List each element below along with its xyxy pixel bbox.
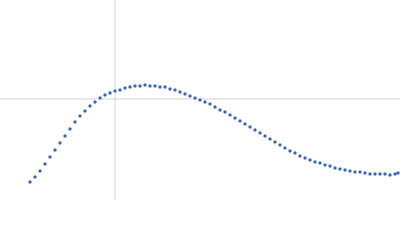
point [333, 166, 337, 170]
point [128, 85, 132, 89]
point [253, 128, 257, 132]
point [188, 94, 192, 98]
point [278, 143, 282, 147]
point [233, 116, 237, 120]
point [53, 148, 57, 152]
point [363, 171, 367, 175]
point [203, 100, 207, 104]
point [193, 96, 197, 100]
point [183, 92, 187, 96]
point [228, 113, 232, 117]
point [208, 102, 212, 106]
point [273, 140, 277, 144]
point [83, 109, 87, 113]
point [338, 167, 342, 171]
point [73, 120, 77, 124]
chart [0, 0, 400, 200]
point [223, 110, 227, 114]
point [78, 114, 82, 118]
point [133, 84, 137, 88]
point [93, 100, 97, 104]
point [118, 88, 122, 92]
point [243, 122, 247, 126]
point [28, 180, 32, 184]
point [318, 161, 322, 165]
point [298, 154, 302, 158]
point [353, 170, 357, 174]
point [198, 98, 202, 102]
point [373, 172, 377, 176]
point [308, 158, 312, 162]
point [248, 125, 252, 129]
point [113, 89, 117, 93]
point [396, 171, 400, 175]
point [38, 169, 42, 173]
point [358, 170, 362, 174]
point [313, 160, 317, 164]
point [158, 85, 162, 89]
point [178, 90, 182, 94]
point [218, 108, 222, 112]
point [103, 93, 107, 97]
point [393, 172, 397, 176]
point [148, 84, 152, 88]
point [378, 172, 382, 176]
page: {"chart_data": {"type": "scatter", "colo… [0, 0, 400, 200]
point [163, 85, 167, 89]
point [383, 172, 387, 176]
point [153, 84, 157, 88]
point [43, 162, 47, 166]
point [303, 156, 307, 160]
point [98, 96, 102, 100]
point [63, 134, 67, 138]
point [33, 175, 37, 179]
point [68, 127, 72, 131]
point [388, 173, 392, 177]
point [288, 149, 292, 153]
point [213, 105, 217, 109]
point [283, 146, 287, 150]
point [368, 172, 372, 176]
point [293, 151, 297, 155]
point [268, 137, 272, 141]
point [238, 119, 242, 123]
point [143, 83, 147, 87]
point [343, 168, 347, 172]
point [138, 84, 142, 88]
point [48, 155, 52, 159]
point [58, 141, 62, 145]
point [258, 131, 262, 135]
point [263, 134, 267, 138]
point [348, 169, 352, 173]
point [323, 163, 327, 167]
point [123, 86, 127, 90]
point [108, 91, 112, 95]
point [328, 164, 332, 168]
point [88, 104, 92, 108]
point [173, 88, 177, 92]
point [168, 87, 172, 91]
